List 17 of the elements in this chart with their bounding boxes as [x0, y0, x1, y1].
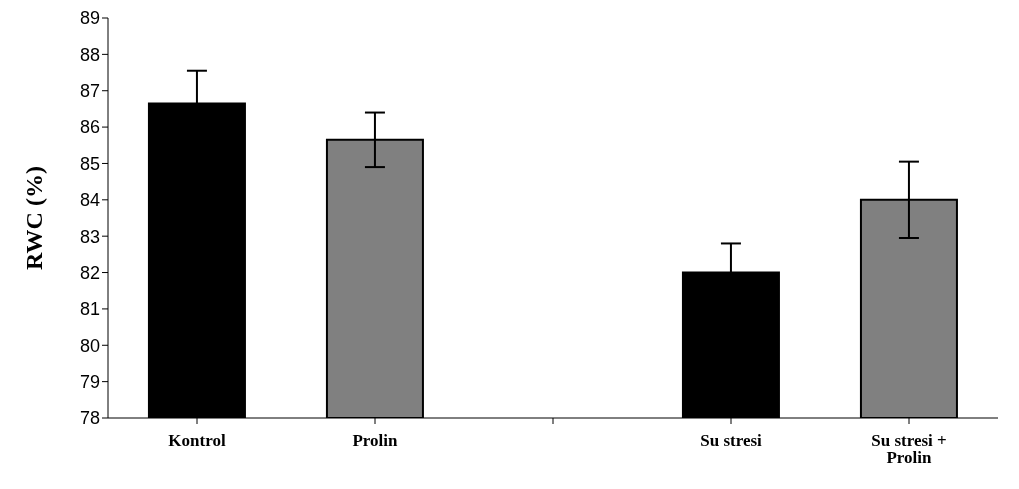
y-tick-label: 89 [79, 8, 100, 29]
y-tick-label: 78 [79, 408, 100, 429]
y-tick-label: 83 [79, 226, 100, 247]
x-tick-label: Prolin [352, 431, 399, 451]
y-axis-title: RWC (%) [20, 166, 47, 270]
x-tick-label: Su stresi + Prolin [871, 431, 947, 468]
y-tick-label: 87 [79, 81, 100, 102]
y-tick-label: 88 [79, 44, 100, 65]
y-tick-label: 79 [79, 372, 100, 393]
x-tick-label: Kontrol [168, 431, 226, 451]
x-tick-label: Su stresi [700, 431, 763, 451]
y-tick-label: 86 [79, 117, 100, 138]
y-tick-label: 85 [79, 153, 100, 174]
y-tick-label: 80 [79, 335, 100, 356]
y-tick-label: 82 [79, 262, 100, 283]
y-tick-label: 81 [79, 299, 100, 320]
y-tick-label: 84 [79, 190, 100, 211]
